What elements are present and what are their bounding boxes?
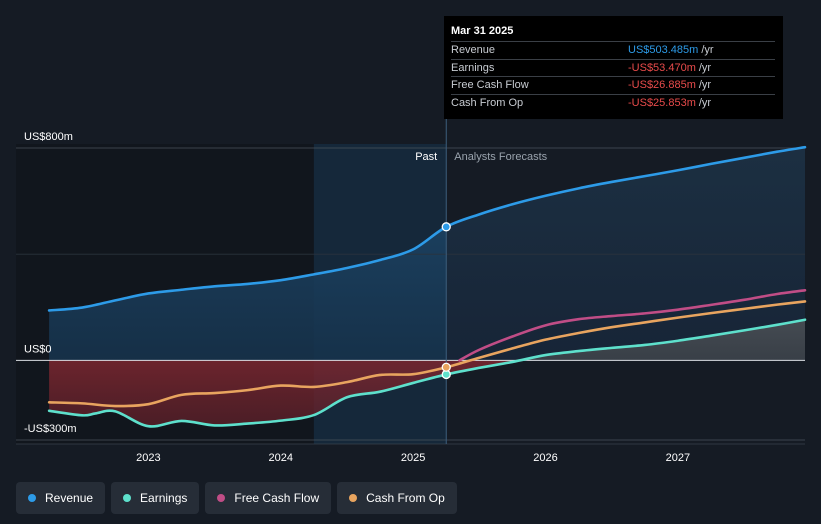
past-label: Past — [415, 151, 437, 163]
tooltip-label: Earnings — [451, 61, 495, 74]
legend-dot-icon — [123, 494, 132, 502]
legend-label: Cash From Op — [366, 491, 445, 505]
tooltip-label: Revenue — [451, 44, 496, 56]
tooltip-value: -US$53.470m — [628, 61, 696, 74]
legend-item-revenue[interactable]: Revenue — [16, 482, 106, 514]
tooltip-value: -US$25.853m — [628, 96, 696, 109]
y-tick-label: US$0 — [24, 343, 52, 355]
tooltip-unit: /yr — [698, 96, 712, 109]
tooltip-value: US$503.485m — [628, 44, 699, 56]
tooltip-unit: /yr — [701, 44, 714, 56]
x-tick-label: 2026 — [533, 452, 557, 464]
revenue-area-past — [49, 226, 447, 361]
legend-dot-icon — [217, 494, 226, 502]
marker-revenue — [441, 222, 451, 232]
tooltip-label: Cash From Op — [451, 96, 524, 109]
series-line-revenue — [47, 145, 807, 312]
legend-item-cash-from-op[interactable]: Cash From Op — [337, 482, 457, 514]
tooltip-row-cash-from-op: Cash From Op -US$25.853m /yr — [451, 93, 775, 112]
legend-label: Free Cash Flow — [234, 491, 320, 505]
tooltip-label: Free Cash Flow — [451, 79, 529, 91]
x-tick-label: 2027 — [666, 452, 690, 464]
x-tick-label: 2023 — [136, 452, 160, 464]
negative-earnings-area — [49, 360, 805, 427]
chart-plot: US$800m US$0 -US$300m 2023 2024 2025 2026 2027 P… — [16, 18, 807, 464]
legend-dot-icon — [349, 494, 358, 502]
tooltip-row-free-cash-flow: Free Cash Flow -US$26.885m /yr — [451, 76, 775, 94]
x-tick-label: 2025 — [401, 452, 425, 464]
series-line-free-cash-flow — [458, 288, 807, 362]
y-tick-label: -US$300m — [24, 423, 77, 435]
series-line-cash-from-op — [47, 300, 807, 408]
tooltip-date: Mar 31 2025 — [451, 25, 514, 37]
tooltip-unit: /yr — [698, 79, 712, 91]
series-line-earnings — [47, 318, 807, 428]
legend-item-earnings[interactable]: Earnings — [111, 482, 200, 514]
x-tick-label: 2024 — [269, 452, 293, 464]
marker-cash-from-op — [441, 362, 451, 372]
tooltip-value: -US$26.885m — [628, 79, 696, 91]
tooltip-unit: /yr — [698, 61, 712, 74]
tooltip-panel: Mar 31 2025 Revenue US$503.485m /yr Earn… — [444, 16, 783, 119]
legend-label: Earnings — [140, 491, 188, 505]
tooltip-row-revenue: Revenue US$503.485m /yr — [451, 41, 775, 59]
chart-legend: Revenue Earnings Free Cash Flow Cash Fro… — [16, 482, 457, 514]
legend-item-free-cash-flow[interactable]: Free Cash Flow — [205, 482, 332, 514]
forecast-label: Analysts Forecasts — [454, 151, 547, 163]
legend-dot-icon — [28, 494, 36, 502]
legend-label: Revenue — [45, 491, 94, 505]
tooltip-row-earnings: Earnings -US$53.470m /yr — [451, 58, 775, 77]
y-tick-label: US$800m — [24, 131, 73, 143]
